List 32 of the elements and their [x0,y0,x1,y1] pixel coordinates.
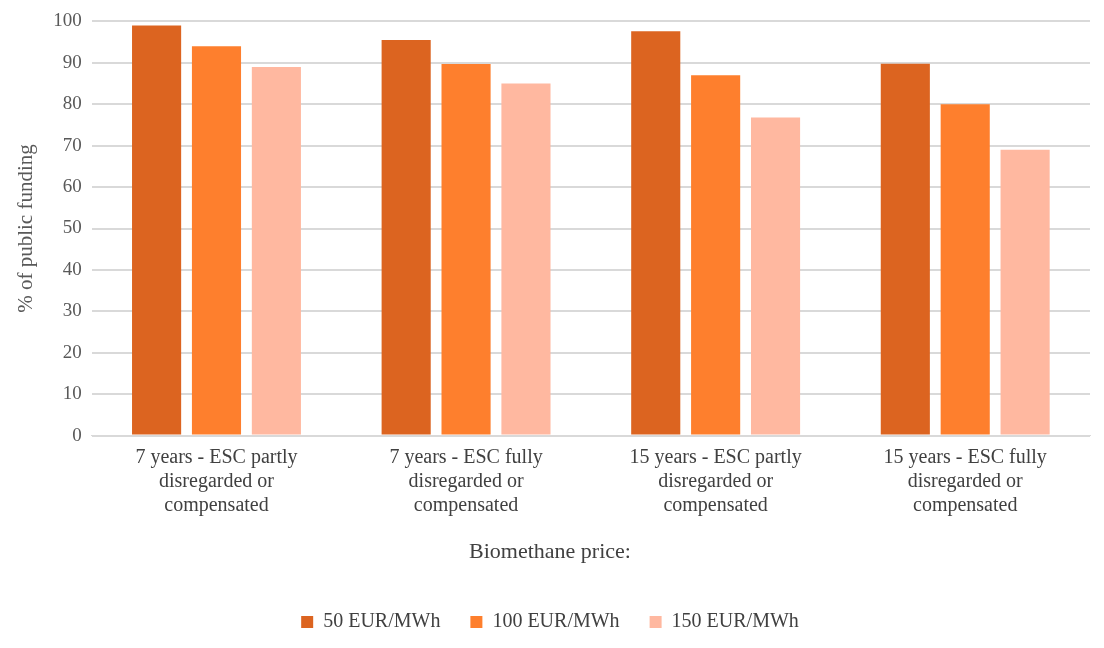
y-tick-label: 40 [62,257,82,279]
y-tick-label: 0 [72,423,82,445]
legend-title: Biomethane price: [469,538,631,564]
legend-label: 100 EUR/MWh [492,609,620,632]
y-tick-label: 90 [62,50,82,72]
y-tick-label: 50 [62,216,82,238]
bar [940,104,990,435]
bar [880,63,930,435]
x-tick-label: 15 years - ESC fully disregarded or compensated [883,444,1047,516]
y-axis-title: % of public funding [13,143,38,313]
bar [631,31,681,435]
legend-label: 50 EUR/MWh [323,609,441,632]
y-tick-label: 10 [62,382,82,404]
bar [441,64,491,435]
bar [1000,149,1050,435]
bar [251,66,301,435]
bar [691,75,741,435]
y-tick-label: 30 [62,299,82,321]
bar [191,46,242,435]
y-tick-label: 100 [53,9,82,31]
y-tick-label: 70 [62,133,82,155]
x-tick-label: 7 years - ESC fully disregarded or compensated [389,444,543,516]
bar [132,25,182,435]
y-tick-label: 60 [62,175,82,197]
bar [381,40,431,435]
legend-label: 150 EUR/MWh [671,609,799,632]
bar [501,83,551,435]
x-tick-label: 15 years - ESC partly disregarded or compensated [629,444,802,516]
y-tick-label: 80 [62,92,82,114]
x-tick-label: 7 years - ESC partly disregarded or compensated [135,444,298,516]
y-tick-label: 20 [62,340,82,362]
bar [750,117,801,435]
